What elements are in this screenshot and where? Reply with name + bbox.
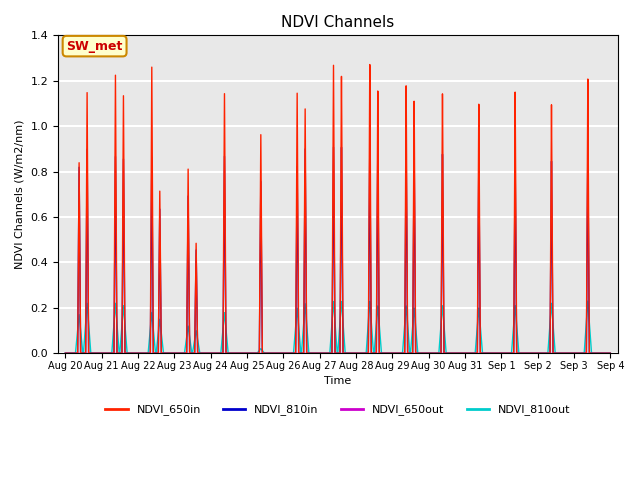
Line: NDVI_810in: NDVI_810in bbox=[65, 147, 611, 353]
NDVI_650in bbox=[178, 350, 186, 356]
NDVI_810out bbox=[266, 350, 273, 356]
NDVI_650in bbox=[366, 61, 374, 67]
NDVI_810in bbox=[61, 350, 69, 356]
NDVI_810out bbox=[584, 298, 591, 304]
NDVI_810in bbox=[491, 350, 499, 356]
Line: NDVI_810out: NDVI_810out bbox=[65, 301, 611, 353]
NDVI_650out bbox=[178, 350, 186, 356]
NDVI_810in bbox=[607, 350, 614, 356]
NDVI_650out bbox=[605, 350, 612, 356]
NDVI_810out bbox=[605, 350, 612, 356]
NDVI_650in bbox=[266, 350, 273, 356]
Title: NDVI Channels: NDVI Channels bbox=[281, 15, 394, 30]
NDVI_810in bbox=[605, 350, 612, 356]
Text: SW_met: SW_met bbox=[67, 40, 123, 53]
NDVI_650out bbox=[607, 350, 614, 356]
NDVI_810out bbox=[172, 350, 180, 356]
NDVI_810in bbox=[366, 144, 374, 150]
NDVI_650out bbox=[172, 350, 180, 356]
NDVI_650in bbox=[605, 350, 612, 356]
NDVI_650in bbox=[413, 350, 421, 356]
NDVI_650out bbox=[266, 350, 273, 356]
NDVI_650in bbox=[491, 350, 499, 356]
NDVI_650out bbox=[490, 350, 498, 356]
NDVI_810in bbox=[413, 350, 421, 356]
NDVI_810out bbox=[490, 350, 498, 356]
Line: NDVI_650in: NDVI_650in bbox=[65, 64, 611, 353]
NDVI_810out bbox=[178, 350, 186, 356]
X-axis label: Time: Time bbox=[324, 376, 351, 386]
NDVI_810out bbox=[607, 350, 614, 356]
NDVI_810out bbox=[61, 350, 69, 356]
NDVI_810in bbox=[178, 350, 186, 356]
NDVI_650in bbox=[607, 350, 614, 356]
NDVI_810in bbox=[266, 350, 273, 356]
Y-axis label: NDVI Channels (W/m2/nm): NDVI Channels (W/m2/nm) bbox=[15, 120, 25, 269]
NDVI_650out bbox=[61, 350, 69, 356]
NDVI_650in bbox=[172, 350, 180, 356]
NDVI_650out bbox=[413, 350, 420, 356]
NDVI_810in bbox=[172, 350, 180, 356]
Legend: NDVI_650in, NDVI_810in, NDVI_650out, NDVI_810out: NDVI_650in, NDVI_810in, NDVI_650out, NDV… bbox=[101, 400, 575, 420]
NDVI_810out bbox=[413, 340, 420, 346]
NDVI_650in bbox=[61, 350, 69, 356]
